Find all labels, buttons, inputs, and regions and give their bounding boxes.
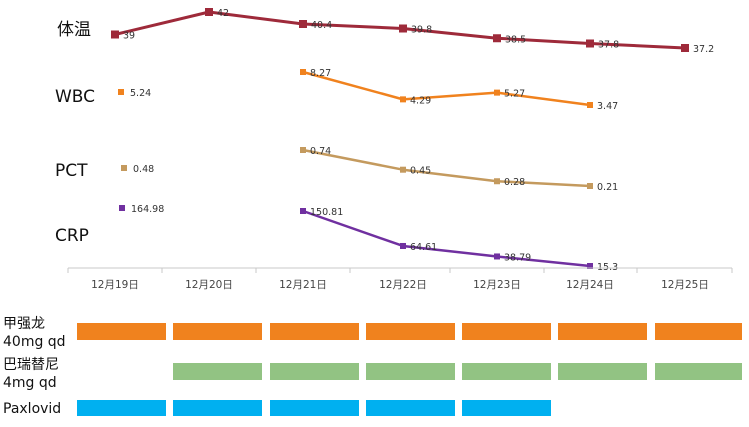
medication-bar-3-day-3 xyxy=(270,400,359,416)
medication-row-2: 巴瑞替尼 4mg qd xyxy=(3,357,742,391)
data-label-crp-3: 150.81 xyxy=(310,207,343,218)
data-label-series-0-5: 38.5 xyxy=(505,34,526,45)
legend-marker-pct xyxy=(121,165,127,171)
medication-bar-2-day-2 xyxy=(173,363,262,380)
data-label-pct-3: 0.74 xyxy=(310,146,331,157)
data-label-crp-5: 38.79 xyxy=(504,252,531,263)
series-line-wbc xyxy=(302,70,591,107)
series-layer: 体温 39 42 40.4 39.8 38.5 37.8 37.2 WBC 8.27 4.29 5.2… xyxy=(55,8,714,273)
legend-value-crp: 164.98 xyxy=(131,204,164,215)
data-label-wbc-3: 8.27 xyxy=(310,68,331,79)
data-label-wbc-4: 4.29 xyxy=(410,95,431,106)
medication-dose-1: 40mg qd xyxy=(3,334,66,350)
data-label-pct-4: 0.45 xyxy=(410,166,431,177)
medication-dose-2: 4mg qd xyxy=(3,375,57,391)
series-line-pct xyxy=(302,148,591,188)
medication-bar-2-day-6 xyxy=(558,363,647,380)
data-label-pct-5: 0.28 xyxy=(504,177,525,188)
data-point-wbc-4 xyxy=(400,96,406,103)
x-tick-label-4: 12月22日 xyxy=(379,279,427,291)
data-point-wbc-5 xyxy=(494,89,500,96)
data-point-series-0-5 xyxy=(493,34,501,43)
data-point-crp-3 xyxy=(300,208,306,214)
data-point-crp-6 xyxy=(587,263,593,269)
medication-name-1: 甲强龙 xyxy=(3,316,45,332)
data-point-wbc-6 xyxy=(587,102,593,108)
data-label-pct-6: 0.21 xyxy=(597,182,618,193)
medication-bar-1-day-5 xyxy=(462,323,551,340)
data-label-wbc-6: 3.47 xyxy=(597,101,618,112)
data-point-pct-4 xyxy=(400,166,406,173)
data-label-series-0-3: 40.4 xyxy=(311,20,332,31)
data-point-series-0-2 xyxy=(205,8,213,16)
series-wbc: WBC 8.27 4.29 5.27 3.47 5.24 xyxy=(55,68,618,112)
medication-bar-1-day-2 xyxy=(173,323,262,340)
medication-bar-2-day-3 xyxy=(270,363,359,380)
data-point-series-0-1 xyxy=(111,30,119,39)
x-tick-label-3: 12月21日 xyxy=(279,279,327,291)
legend-value-wbc: 5.24 xyxy=(130,88,151,99)
series-label-wbc: WBC xyxy=(55,87,95,107)
data-point-pct-5 xyxy=(494,178,500,185)
legend-marker-wbc xyxy=(118,89,124,95)
medication-bar-2-day-7 xyxy=(655,363,742,380)
series-series-0: 体温 39 42 40.4 39.8 38.5 37.8 37.2 xyxy=(57,8,714,55)
data-point-series-0-6 xyxy=(586,39,594,48)
data-point-series-0-7 xyxy=(681,44,689,52)
medication-name-3: Paxlovid xyxy=(3,401,61,417)
series-label-series-0: 体温 xyxy=(57,20,91,40)
data-label-wbc-5: 5.27 xyxy=(504,89,525,100)
series-label-pct: PCT xyxy=(55,161,88,181)
data-label-series-0-7: 37.2 xyxy=(693,44,714,55)
x-tick-label-5: 12月23日 xyxy=(473,279,521,291)
data-label-series-0-1: 39 xyxy=(123,31,135,42)
series-line-crp xyxy=(302,209,591,268)
data-point-crp-5 xyxy=(494,253,500,260)
data-point-pct-6 xyxy=(587,183,593,189)
x-tick-label-7: 12月25日 xyxy=(661,279,709,291)
data-label-series-0-6: 37.8 xyxy=(598,40,619,51)
data-label-crp-4: 64.61 xyxy=(410,242,437,253)
legend-value-pct: 0.48 xyxy=(133,164,154,175)
data-label-series-0-2: 42 xyxy=(217,8,229,19)
medication-bar-3-day-1 xyxy=(77,400,166,416)
medication-bar-3-day-2 xyxy=(173,400,262,416)
medication-bar-2-day-5 xyxy=(462,363,551,380)
medication-bar-1-day-7 xyxy=(655,323,742,340)
x-tick-label-6: 12月24日 xyxy=(566,279,614,291)
x-axis: 12月19日 12月20日 12月21日 12月22日 12月23日 12月24日 12月2… xyxy=(67,267,733,291)
x-tick-label-2: 12月20日 xyxy=(185,279,233,291)
legend-marker-crp xyxy=(119,205,125,211)
data-point-series-0-3 xyxy=(299,20,307,28)
x-tick-label-1: 12月19日 xyxy=(91,279,139,291)
data-point-wbc-3 xyxy=(300,69,306,75)
data-point-pct-3 xyxy=(300,147,306,153)
data-point-crp-4 xyxy=(400,242,406,249)
data-point-series-0-4 xyxy=(399,24,407,33)
data-label-series-0-4: 39.8 xyxy=(411,25,432,36)
medication-bar-3-day-5 xyxy=(462,400,551,416)
medication-bar-1-day-4 xyxy=(366,323,455,340)
medication-row-1: 甲强龙 40mg qd xyxy=(3,316,742,350)
medication-bar-2-day-4 xyxy=(366,363,455,380)
medication-name-2: 巴瑞替尼 xyxy=(3,357,59,373)
medication-timeline: 甲强龙 40mg qd 巴瑞替尼 4mg qd Paxlovid xyxy=(3,316,742,417)
medication-row-3: Paxlovid xyxy=(3,400,551,417)
medication-bar-1-day-6 xyxy=(558,323,647,340)
series-pct: PCT 0.74 0.45 0.28 0.21 0.48 xyxy=(55,146,618,193)
medication-bar-3-day-4 xyxy=(366,400,455,416)
series-label-crp: CRP xyxy=(55,226,89,246)
medication-bar-1-day-3 xyxy=(270,323,359,340)
medication-bar-1-day-1 xyxy=(77,323,166,340)
